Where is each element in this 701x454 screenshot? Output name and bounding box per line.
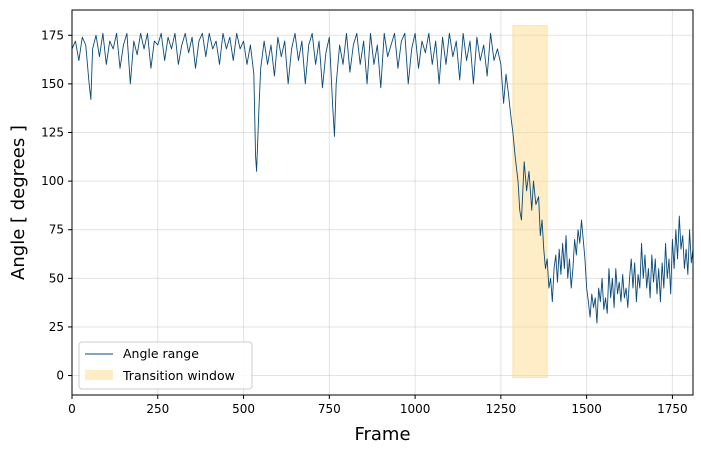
- x-tick-label: 1250: [486, 402, 517, 416]
- transition-window-band: [512, 25, 548, 379]
- y-tick-label: 0: [56, 369, 64, 383]
- y-tick-label: 175: [41, 28, 64, 42]
- x-tick-label: 1750: [657, 402, 688, 416]
- shaded-regions: [512, 25, 548, 379]
- legend-series-label: Angle range: [123, 346, 199, 361]
- x-tick-label: 1000: [400, 402, 431, 416]
- grid: [71, 10, 693, 395]
- x-tick-label: 0: [68, 402, 76, 416]
- y-tick-label: 50: [49, 271, 64, 285]
- x-axis-title: Frame: [354, 424, 410, 445]
- legend-shade-label: Transition window: [122, 368, 235, 383]
- y-tick-label: 75: [49, 223, 64, 237]
- series-group: [71, 32, 694, 324]
- plot-frame: [71, 9, 694, 396]
- y-axis-title: Angle [ degrees ]: [8, 125, 29, 280]
- legend-shade-swatch: [85, 370, 113, 380]
- legend: Angle range Transition window: [78, 341, 253, 390]
- legend-box: [78, 341, 253, 390]
- x-tick-label: 750: [318, 402, 341, 416]
- x-ticks: 0 250 500 750 1000 1250 1500 1750: [68, 395, 688, 416]
- angle-range-line: [71, 32, 694, 324]
- y-ticks: 0 25 50 75 100 125 150 175: [41, 28, 72, 383]
- y-tick-label: 125: [41, 126, 64, 140]
- x-tick-label: 1500: [571, 402, 602, 416]
- x-tick-label: 500: [232, 402, 255, 416]
- y-tick-label: 150: [41, 77, 64, 91]
- y-tick-label: 25: [49, 320, 64, 334]
- x-tick-label: 250: [146, 402, 169, 416]
- y-tick-label: 100: [41, 174, 64, 188]
